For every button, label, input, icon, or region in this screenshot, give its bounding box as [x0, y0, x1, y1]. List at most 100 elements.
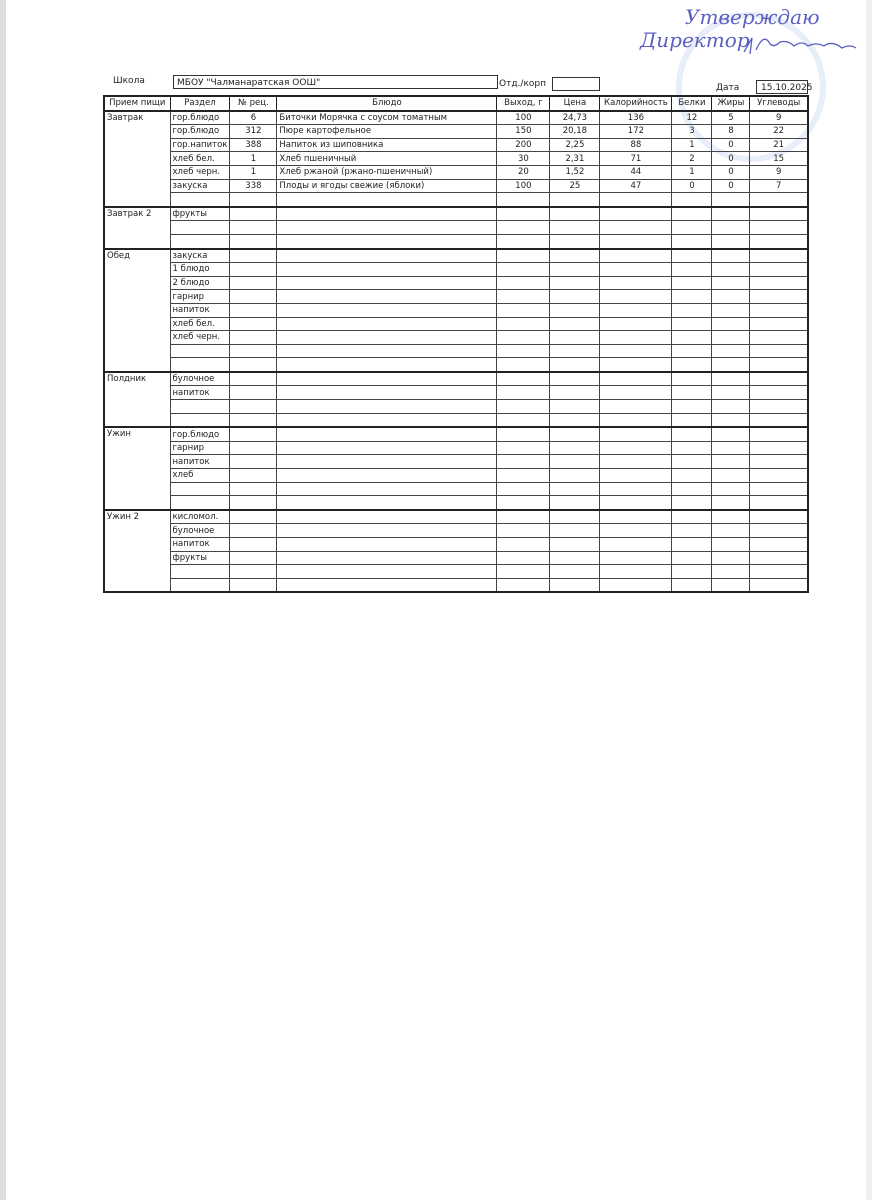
- price-cell: [549, 399, 601, 414]
- dish-cell: [276, 468, 498, 483]
- section-cell: [169, 495, 231, 511]
- yield-cell: 200: [496, 137, 551, 153]
- yield-cell: 20: [496, 164, 551, 180]
- table-row: [104, 399, 809, 414]
- price-cell: 2,25: [549, 137, 601, 153]
- carbs-cell: 7: [749, 178, 809, 194]
- section-cell: [169, 481, 231, 497]
- section-cell: [169, 233, 231, 250]
- table-row: закуска 338 Плоды и ягоды свежие (яблоки) 1…: [104, 178, 809, 194]
- dept-field[interactable]: [552, 77, 600, 91]
- calories-cell: [599, 537, 673, 552]
- protein-cell: [671, 399, 713, 414]
- table-row: напиток: [104, 302, 809, 318]
- dish-cell: [276, 564, 498, 579]
- protein-cell: [671, 192, 713, 208]
- fat-cell: [711, 550, 751, 566]
- dish-cell: [276, 537, 498, 552]
- yield-cell: [496, 262, 551, 277]
- calories-cell: [599, 454, 673, 470]
- column-header-section: Раздел: [169, 95, 231, 112]
- table-header: Прием пищи Раздел № рец. Блюдо Выход, г Цена К…: [103, 95, 809, 112]
- table-row: Ужин 2 кисломол.: [103, 508, 809, 593]
- recipe-no-cell: [229, 550, 278, 566]
- calories-cell: [599, 247, 673, 264]
- column-header-protein: Белки: [671, 95, 713, 112]
- calories-cell: [599, 385, 673, 401]
- price-cell: [549, 550, 601, 566]
- recipe-no-cell: [229, 233, 278, 250]
- price-cell: 2,31: [549, 151, 601, 166]
- calories-cell: [599, 412, 673, 428]
- calories-cell: [599, 440, 673, 456]
- table-row: 2 блюдо: [104, 275, 809, 291]
- protein-cell: [671, 330, 713, 345]
- recipe-no-cell: [229, 481, 278, 497]
- fat-cell: [711, 233, 751, 250]
- section-cell: гор.блюдо: [169, 426, 231, 442]
- dish-cell: [276, 523, 498, 538]
- dish-cell: Напиток из шиповника: [276, 137, 498, 153]
- calories-cell: [599, 468, 673, 483]
- section-cell: напиток: [169, 302, 231, 318]
- fat-cell: 0: [711, 178, 751, 194]
- section-cell: напиток: [169, 537, 231, 552]
- table-row: [104, 357, 809, 373]
- fat-cell: [711, 508, 751, 525]
- price-cell: [549, 412, 601, 428]
- protein-cell: 2: [671, 151, 713, 166]
- column-header-yield: Выход, г: [496, 95, 551, 112]
- calories-cell: [599, 275, 673, 291]
- price-cell: 25: [549, 178, 601, 194]
- calories-cell: [599, 316, 673, 332]
- director-signature: [743, 37, 857, 55]
- dish-cell: [276, 192, 498, 208]
- date-field[interactable]: 15.10.2025: [756, 80, 813, 94]
- calories-cell: [599, 508, 673, 525]
- carbs-cell: 21: [749, 137, 809, 153]
- fat-cell: [711, 262, 751, 277]
- school-field[interactable]: МБОУ "Чалманаратская ООШ": [173, 75, 498, 89]
- protein-cell: [671, 289, 713, 304]
- table-row: Завтрак гор.блюдо 6 Биточки Морячка с соусо…: [103, 109, 809, 208]
- table-row: 1 блюдо: [104, 262, 809, 277]
- carbs-cell: [749, 468, 809, 483]
- price-cell: [549, 205, 601, 222]
- section-cell: закуска: [169, 178, 231, 194]
- school-label: Школа: [113, 76, 145, 86]
- table-row: гарнир: [104, 289, 809, 304]
- yield-cell: [496, 289, 551, 304]
- dish-cell: [276, 495, 498, 511]
- price-cell: [549, 247, 601, 264]
- yield-cell: [496, 426, 551, 442]
- calories-cell: 172: [599, 124, 673, 139]
- carbs-cell: [749, 192, 809, 208]
- approval-handwriting: Утверждаю Директор: [640, 5, 820, 52]
- table-row: фрукты: [104, 550, 809, 566]
- dish-cell: [276, 550, 498, 566]
- calories-cell: [599, 426, 673, 442]
- yield-cell: [496, 454, 551, 470]
- dish-cell: Биточки Морячка с соусом томатным: [276, 109, 498, 126]
- protein-cell: [671, 412, 713, 428]
- yield-cell: [496, 343, 551, 359]
- yield-cell: [496, 564, 551, 579]
- section-cell: булочное: [169, 523, 231, 538]
- fat-cell: [711, 399, 751, 414]
- yield-cell: [496, 357, 551, 373]
- section-cell: [169, 399, 231, 414]
- recipe-no-cell: [229, 523, 278, 538]
- carbs-cell: [749, 523, 809, 538]
- recipe-no-cell: [229, 289, 278, 304]
- calories-cell: [599, 220, 673, 235]
- table-row: хлеб черн. 1 Хлеб ржаной (ржано-пшеничный)…: [104, 164, 809, 180]
- section-cell: [169, 192, 231, 208]
- meal-cell: Завтрак 2: [103, 205, 171, 250]
- dish-cell: [276, 357, 498, 373]
- dish-cell: [276, 289, 498, 304]
- dish-cell: [276, 330, 498, 345]
- table-row: Обед закуска: [103, 247, 809, 373]
- dish-cell: Пюре картофельное: [276, 124, 498, 139]
- table-row: [104, 343, 809, 359]
- price-cell: 1,52: [549, 164, 601, 180]
